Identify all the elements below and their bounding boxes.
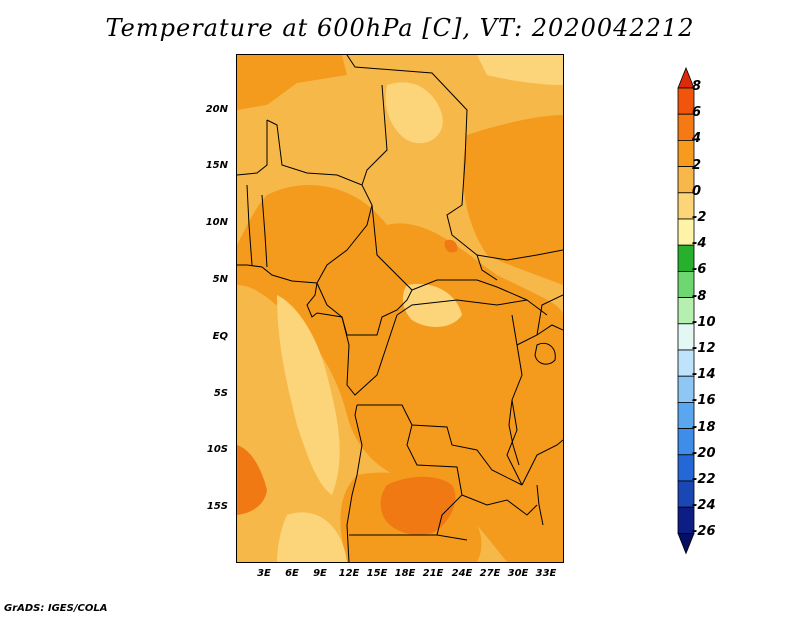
coast-gulf-guinea	[306, 282, 318, 318]
colorbar-tick-label: -16	[692, 393, 716, 409]
border-uganda-kenya	[516, 324, 563, 346]
lon-label: 30E	[507, 568, 529, 579]
field-hot-spot	[444, 239, 458, 253]
border-kenya-ethiopia	[536, 294, 563, 336]
lake-malawi	[536, 484, 544, 526]
field-cool-west	[277, 295, 340, 495]
colorbar-tick-label: -6	[692, 262, 707, 278]
colorbar-tick-label: 4	[692, 131, 702, 147]
field-cool-center	[402, 284, 462, 327]
colorbar-tick-label: -4	[692, 236, 707, 252]
colorbar-tick-label: -20	[692, 445, 716, 461]
colorbar-tick-label: -24	[692, 498, 716, 514]
lon-label: 15E	[366, 568, 388, 579]
colorbar-tick-label: 2	[692, 157, 702, 173]
field-warm-east	[463, 115, 563, 285]
lat-label: 20N	[205, 104, 228, 115]
lon-label: 27E	[479, 568, 501, 579]
border-mali-niger	[237, 120, 268, 176]
lake-tanganyika	[508, 399, 520, 466]
field-hot-angola	[380, 476, 456, 535]
border-drc-south	[357, 404, 523, 486]
colorbar-tick-label: 6	[692, 105, 702, 121]
border-namibia	[349, 534, 468, 541]
border-zambia-east	[461, 494, 538, 516]
field-warm-central	[237, 185, 563, 562]
lat-label: EQ	[212, 331, 228, 342]
lat-label: 10S	[206, 444, 228, 455]
border-benin-togo	[246, 184, 268, 268]
lon-label: 3E	[257, 568, 271, 579]
colorbar-tick-label: -22	[692, 472, 716, 487]
border-cameroon	[316, 282, 413, 336]
border-gabon-congo	[316, 312, 398, 396]
lon-label: 18E	[394, 568, 416, 579]
chart-title: Temperature at 600hPa [C], VT: 202004221…	[105, 14, 695, 42]
border-drc-north	[396, 299, 548, 316]
colorbar-boxes	[677, 66, 695, 555]
colorbar-tick-label: -12	[692, 341, 716, 356]
colorbar-tick-label: -14	[692, 367, 716, 383]
border-tanzania	[521, 439, 563, 486]
colorbar-tick-label: -8	[692, 288, 707, 304]
grads-credit: GrADS: IGES/COLA	[4, 603, 108, 614]
temperature-map	[237, 55, 563, 562]
lon-label: 6E	[285, 568, 299, 579]
lon-label: 12E	[338, 568, 360, 579]
border-angola	[346, 404, 363, 562]
lat-label: 10N	[205, 217, 228, 228]
colorbar-tick-label: -26	[692, 524, 716, 540]
lon-label: 9E	[313, 568, 327, 579]
colorbar	[677, 66, 695, 555]
border-chad-sudan	[446, 159, 498, 281]
field-cool-ne	[477, 55, 563, 85]
lat-label: 5S	[213, 388, 228, 399]
colorbar-tick-label: 0	[692, 183, 702, 199]
border-nigeria	[266, 119, 373, 284]
lat-label: 15S	[206, 501, 228, 512]
borders	[237, 55, 563, 562]
colorbar-tick-label: -2	[692, 210, 707, 225]
colorbar-tick-label: -10	[692, 314, 716, 330]
field-cool-north	[385, 82, 443, 144]
field-hot-west	[237, 445, 267, 515]
colorbar-tick-label: 8	[692, 79, 702, 94]
border-angola-zambia	[406, 424, 463, 536]
border-west-coast	[237, 264, 318, 284]
lat-label: 5N	[212, 274, 228, 285]
border-niger-chad	[361, 84, 388, 186]
border-south-sudan	[476, 249, 563, 261]
lon-label: 24E	[451, 568, 473, 579]
field-cool-sw	[277, 512, 347, 562]
colorbar-tick-label: -18	[692, 419, 716, 435]
lat-label: 15N	[205, 160, 228, 171]
lon-label: 21E	[422, 568, 444, 579]
map-panel	[236, 54, 564, 563]
border-algeria-libya	[346, 55, 468, 161]
lon-label: 33E	[535, 568, 557, 579]
colorbar-arrow-bottom	[677, 533, 695, 555]
border-car	[371, 204, 528, 301]
lake-victoria	[534, 342, 556, 365]
field-warm-north	[237, 55, 347, 110]
